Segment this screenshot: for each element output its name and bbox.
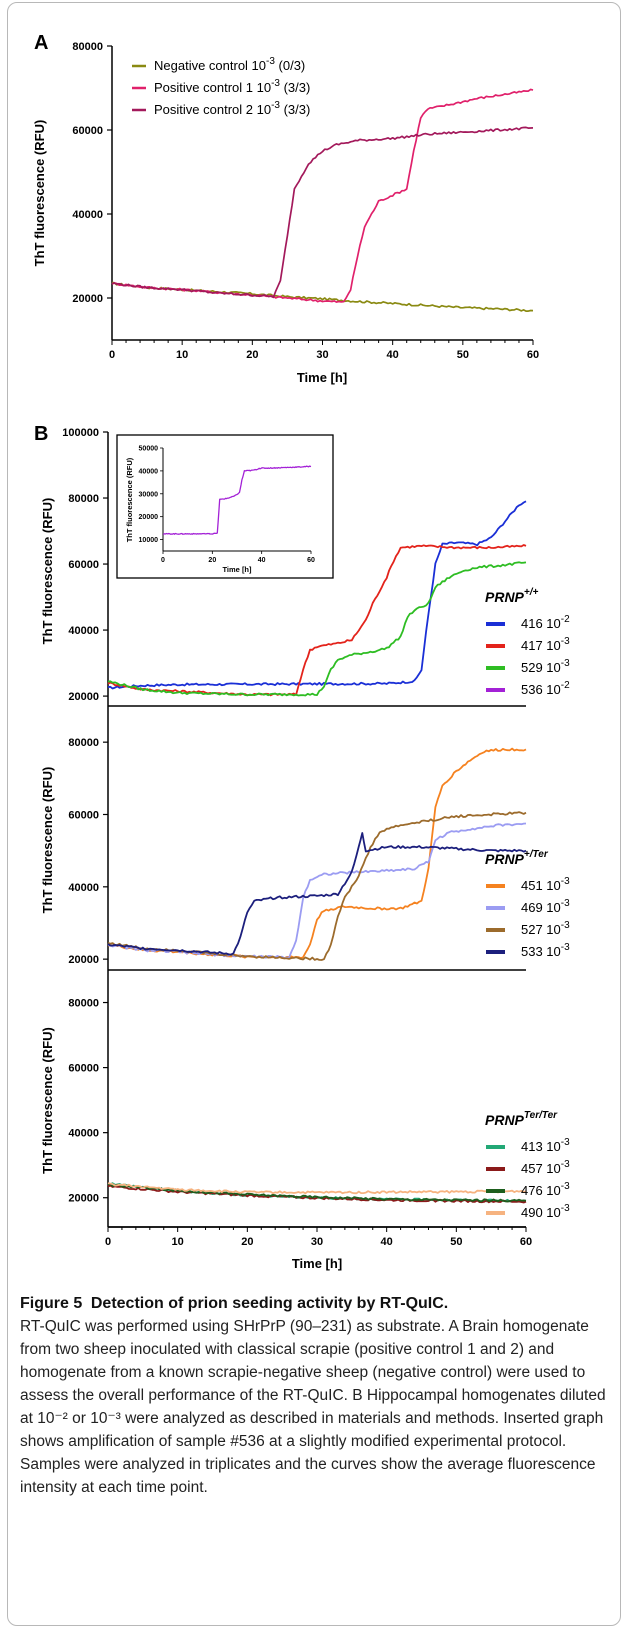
- x-axis-title: Time [h]: [297, 370, 347, 385]
- inset-y-tick-label: 30000: [139, 491, 159, 498]
- y-tick-label: 40000: [68, 625, 99, 637]
- y-axis-title: ThT fluorescence (RFU): [40, 498, 55, 645]
- series-line: [107, 544, 527, 697]
- inset-y-tick-label: 40000: [139, 468, 159, 475]
- figure-charts: A 20000 40000 60000 80000 0 10 20 30 40 50 60 ThT fl…: [32, 32, 570, 1271]
- series-line: [107, 811, 527, 961]
- x-tick-label: 10: [176, 349, 188, 361]
- legend-label: 533 10-3: [521, 942, 570, 959]
- inset-x-axis-title: Time [h]: [222, 565, 252, 574]
- x-tick-label: 50: [457, 349, 469, 361]
- series-line: [107, 1182, 527, 1195]
- legend-label: 417 10-3: [521, 636, 570, 653]
- inset-x-tick-label: 20: [208, 557, 216, 564]
- x-tick-label: 10: [172, 1236, 184, 1248]
- legend-label: 457 10-3: [521, 1159, 570, 1176]
- series-line: [107, 1183, 527, 1203]
- x-axis-title: Time [h]: [292, 1256, 342, 1271]
- y-tick-label: 80000: [68, 737, 99, 749]
- legend-label: Positive control 1 10-3 (3/3): [154, 78, 310, 95]
- inset-frame: [116, 434, 334, 579]
- x-tick-label: 60: [527, 349, 539, 361]
- legend-label: 490 10-3: [521, 1203, 570, 1220]
- legend-label: Negative control 10-3 (0/3): [154, 56, 305, 73]
- figure-frame: [7, 2, 621, 1626]
- y-tick-label: 20000: [68, 1193, 99, 1205]
- legend-label: 536 10-2: [521, 680, 570, 697]
- y-tick-label: 80000: [72, 41, 103, 53]
- x-tick-label: 50: [450, 1236, 462, 1248]
- y-tick-label: 40000: [72, 209, 103, 221]
- legend-label: 476 10-3: [521, 1181, 570, 1198]
- caption-heading: Figure 5 Detection of prion seeding acti…: [20, 1292, 612, 1315]
- series-line: [107, 561, 527, 697]
- panel-b-inset: 10000 20000 30000 40000 50000 0 20 40 60 ThT fluo…: [116, 434, 334, 579]
- legend-label: 416 10-2: [521, 614, 570, 631]
- x-tick-label: 30: [316, 349, 328, 361]
- legend-label: 527 10-3: [521, 920, 570, 937]
- legend-label: 529 10-3: [521, 658, 570, 675]
- legend-label: 451 10-3: [521, 876, 570, 893]
- y-axis-title: ThT fluorescence (RFU): [40, 767, 55, 914]
- y-tick-label: 80000: [68, 998, 99, 1010]
- inset-y-tick-label: 10000: [139, 537, 159, 544]
- caption-label: Figure 5: [20, 1295, 83, 1312]
- series-line: [111, 281, 534, 312]
- legend-label: 413 10-3: [521, 1137, 570, 1154]
- series-line: [107, 500, 527, 690]
- y-tick-label: 40000: [68, 882, 99, 894]
- y-tick-label: 60000: [72, 125, 103, 137]
- figure-caption: Figure 5 Detection of prion seeding acti…: [20, 1292, 612, 1499]
- panel-b-letter: B: [34, 423, 48, 445]
- subpanel-TerTer: 20000 40000 60000 80000 ThT fluorescence (RF…: [40, 970, 570, 1228]
- series-line: [163, 465, 312, 535]
- y-tick-label: 40000: [68, 1128, 99, 1140]
- inset-y-tick-label: 50000: [139, 446, 159, 453]
- legend-genotype-heading: PRNP+/Ter: [485, 849, 549, 867]
- x-tick-label: 20: [246, 349, 258, 361]
- series-line: [111, 88, 534, 303]
- y-tick-label: 20000: [68, 691, 99, 703]
- series-line: [107, 822, 527, 960]
- x-tick-label: 30: [311, 1236, 323, 1248]
- x-tick-label: 60: [520, 1236, 532, 1248]
- x-tick-label: 0: [109, 349, 115, 361]
- legend-genotype-heading: PRNPTer/Ter: [485, 1110, 558, 1128]
- inset-x-tick-label: 60: [307, 557, 315, 564]
- legend-label: 469 10-3: [521, 898, 570, 915]
- series-line: [107, 832, 527, 956]
- legend-genotype-heading: PRNP+/+: [485, 587, 539, 605]
- caption-title: Detection of prion seeding activity by R…: [90, 1295, 449, 1312]
- y-tick-label: 60000: [68, 1063, 99, 1075]
- subpanel-+Ter: 20000 40000 60000 80000 ThT fluorescence (RF…: [40, 706, 570, 971]
- panel-a: A 20000 40000 60000 80000 0 10 20 30 40 50 60 ThT fl…: [32, 32, 539, 385]
- y-tick-label: 60000: [68, 559, 99, 571]
- inset-x-tick-label: 0: [161, 557, 165, 564]
- y-tick-label: 60000: [68, 809, 99, 821]
- y-tick-label: 20000: [72, 293, 103, 305]
- series-line: [107, 1184, 527, 1204]
- inset-x-tick-label: 40: [258, 557, 266, 564]
- y-axis-title: ThT fluorescence (RFU): [40, 1027, 55, 1174]
- caption-body: RT-QuIC was performed using SHrPrP (90–2…: [20, 1318, 606, 1496]
- y-axis-title: ThT fluorescence (RFU): [32, 120, 47, 267]
- x-tick-label: 0: [105, 1236, 111, 1248]
- inset-y-tick-label: 20000: [139, 514, 159, 521]
- y-tick-label: 100000: [62, 427, 99, 439]
- inset-y-axis-title: ThT fluorescence (RFU): [125, 457, 134, 542]
- series-line: [107, 747, 527, 960]
- y-tick-label: 80000: [68, 493, 99, 505]
- y-tick-label: 20000: [68, 954, 99, 966]
- x-tick-label: 40: [381, 1236, 393, 1248]
- legend-label: Positive control 2 10-3 (3/3): [154, 100, 310, 117]
- panel-a-letter: A: [34, 32, 48, 54]
- x-tick-label: 40: [387, 349, 399, 361]
- series-line: [111, 126, 534, 299]
- x-tick-label: 20: [241, 1236, 253, 1248]
